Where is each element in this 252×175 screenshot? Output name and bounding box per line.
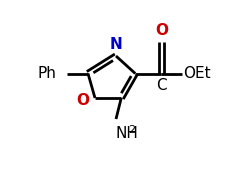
Text: C: C — [155, 78, 166, 93]
Text: O: O — [76, 93, 89, 108]
Text: 2: 2 — [128, 125, 135, 135]
Text: O: O — [154, 23, 167, 38]
Text: N: N — [109, 37, 122, 52]
Text: –: – — [167, 65, 175, 82]
Text: NH: NH — [115, 126, 138, 141]
Text: Ph: Ph — [38, 66, 56, 81]
Text: OEt: OEt — [183, 66, 210, 81]
